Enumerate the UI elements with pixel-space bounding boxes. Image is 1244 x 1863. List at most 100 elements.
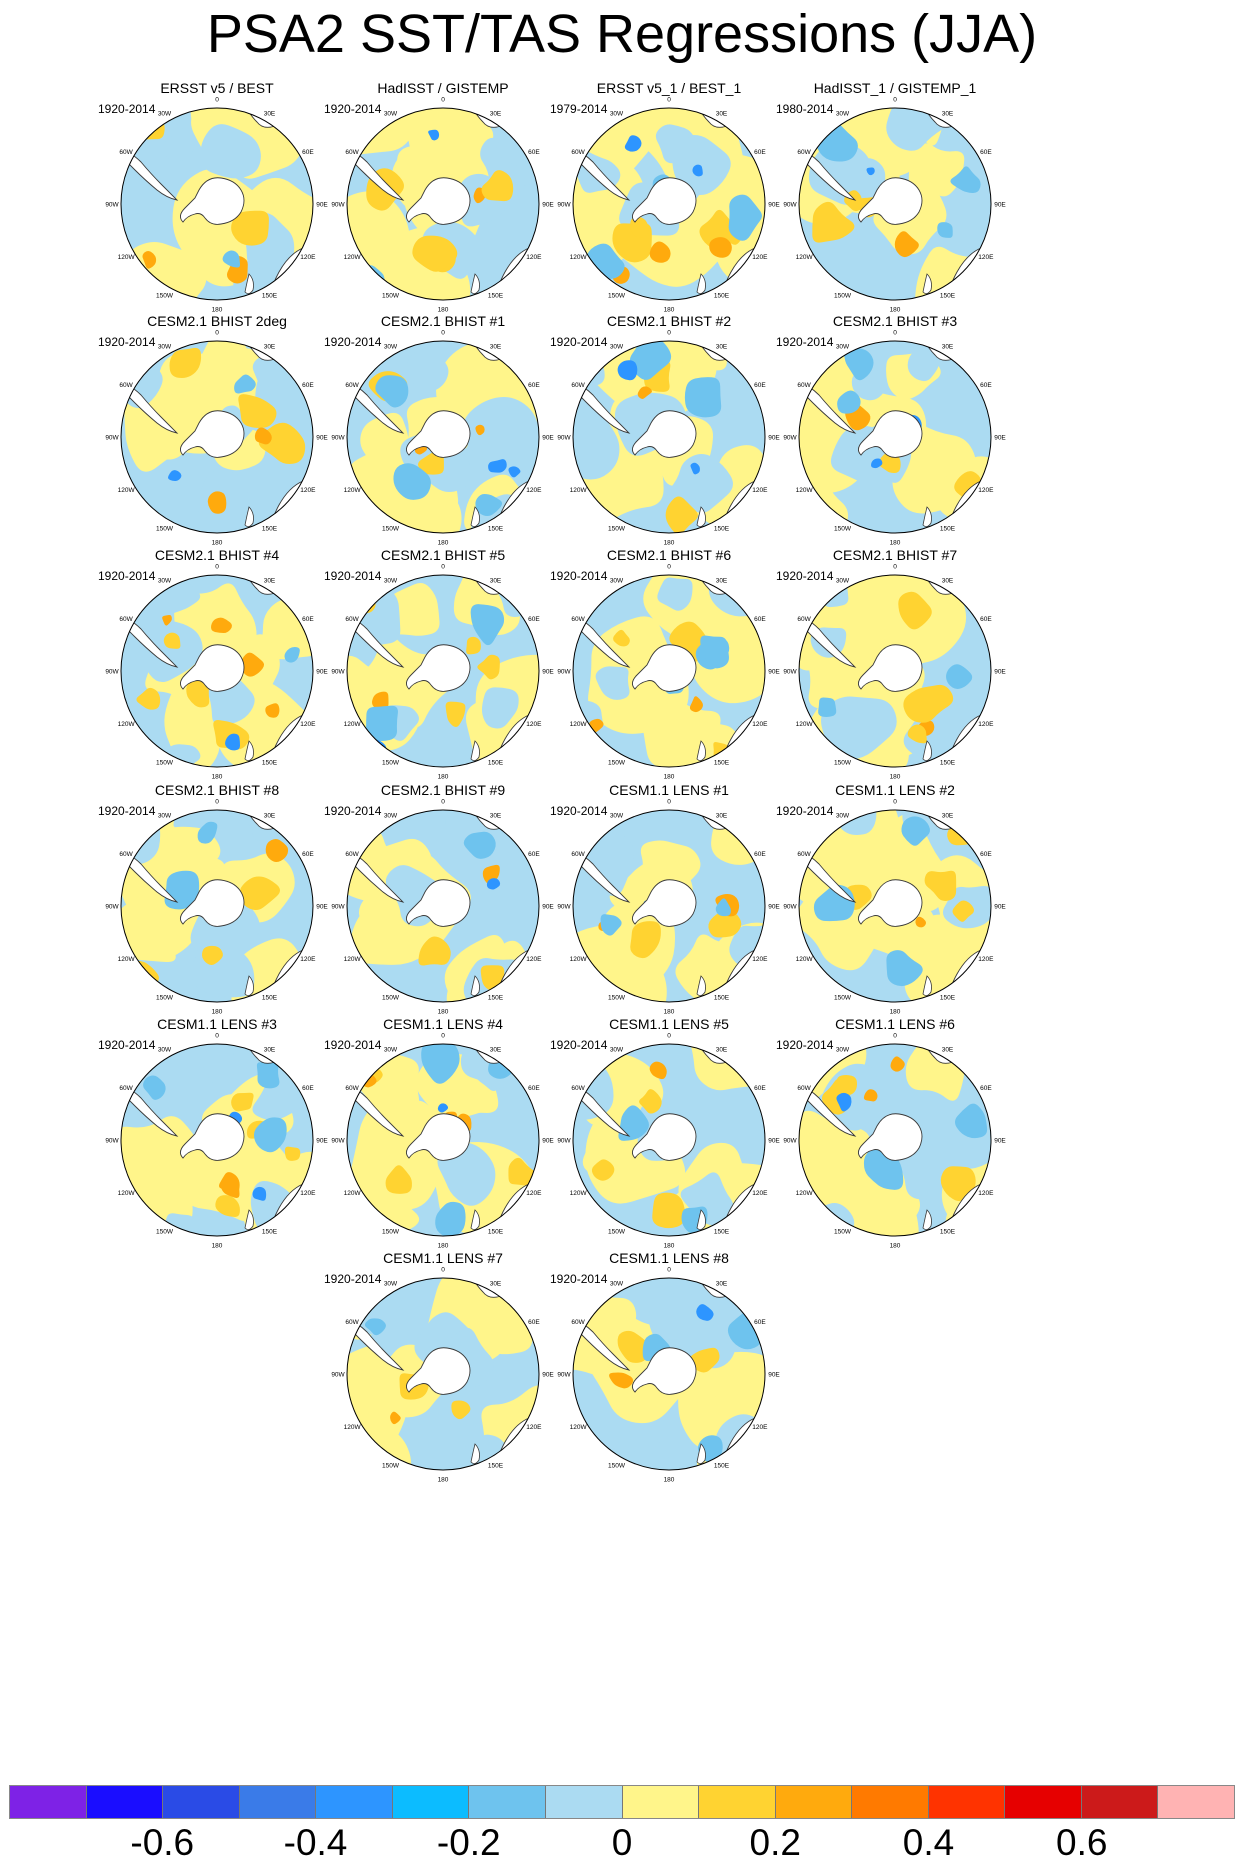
- anomaly-region-positive: [142, 250, 157, 269]
- panel-period: 1920-2014: [776, 804, 834, 818]
- anomaly-region-positive: [163, 632, 181, 649]
- longitude-label: 120E: [526, 1424, 542, 1431]
- longitude-label: 120W: [118, 487, 136, 494]
- map-panel: CESM2.1 BHIST #9 1920-2014 0 30E 60E 90E 120E 1…: [308, 782, 578, 1052]
- panel-title: ERSST v5_1 / BEST_1: [596, 80, 742, 96]
- map-panel: HadISST / GISTEMP 1920-2014 0 30E 60E 90E 120E…: [308, 80, 578, 350]
- colorbar-tick-label: -0.6: [130, 1822, 195, 1863]
- longitude-label: 150E: [488, 759, 504, 766]
- anomaly-region-positive: [466, 636, 481, 655]
- new-zealand-landmass: [244, 506, 254, 527]
- longitude-label: 150E: [262, 292, 278, 299]
- longitude-label: 90W: [783, 1138, 797, 1145]
- longitude-label: 180: [890, 1243, 901, 1250]
- anomaly-region-positive: [609, 1372, 634, 1389]
- anomaly-region-negative: [954, 1103, 988, 1139]
- anomaly-region-negative: [907, 346, 941, 382]
- longitude-label: 60E: [754, 1085, 766, 1092]
- longitude-label: 150E: [940, 292, 956, 299]
- anomaly-region-negative: [595, 666, 630, 700]
- longitude-label: 60W: [797, 616, 811, 623]
- longitude-label: 180: [438, 1477, 449, 1484]
- anomaly-region-negative: [253, 1117, 287, 1153]
- longitude-label: 60W: [345, 1319, 359, 1326]
- longitude-label: 90E: [768, 669, 780, 676]
- longitude-label: 150W: [608, 994, 626, 1001]
- longitude-label: 0: [667, 1267, 671, 1274]
- panel-period: 1920-2014: [324, 804, 382, 818]
- panel-title: CESM1.1 LENS #5: [609, 1016, 729, 1032]
- map-boundary: [346, 1043, 540, 1237]
- anomaly-region-negative: [696, 1304, 714, 1321]
- polar-map: 0 30E 60E 90E 120E 150E 180 150W 120W 90W 60W 30W: [331, 564, 554, 781]
- longitude-label: 60W: [345, 851, 359, 858]
- longitude-label: 150E: [940, 759, 956, 766]
- panel-title: CESM1.1 LENS #2: [835, 782, 955, 798]
- anomaly-region-negative: [481, 687, 519, 729]
- longitude-label: 150E: [488, 292, 504, 299]
- longitude-label: 180: [438, 1243, 449, 1250]
- longitude-label: 60E: [302, 1085, 314, 1092]
- longitude-label: 90W: [105, 1138, 119, 1145]
- map-panel-grid: ERSST v5 / BEST 1920-2014 0 30E 60E 90E 120E 15…: [98, 80, 1030, 1484]
- longitude-label: 30E: [264, 813, 276, 820]
- longitude-label: 150E: [714, 292, 730, 299]
- new-zealand-landmass: [470, 1443, 480, 1464]
- anomaly-region-positive: [136, 687, 161, 710]
- longitude-label: 180: [664, 774, 675, 781]
- panel-title: HadISST_1 / GISTEMP_1: [813, 80, 977, 96]
- antarctica-landmass: [406, 879, 471, 927]
- longitude-label: 60E: [980, 382, 992, 389]
- antarctica-landmass: [406, 177, 471, 225]
- anomaly-region-positive: [207, 491, 227, 514]
- anomaly-region-negative: [142, 620, 203, 683]
- longitude-label: 60W: [797, 382, 811, 389]
- longitude-label: 60E: [980, 851, 992, 858]
- anomaly-region-negative: [163, 128, 194, 162]
- longitude-label: 150E: [714, 759, 730, 766]
- longitude-label: 120E: [752, 721, 768, 728]
- map-boundary: [346, 809, 540, 1003]
- map-panel: CESM1.1 LENS #2 1920-2014 0 30E 60E 90E 120E 15…: [760, 782, 1030, 1052]
- anomaly-region-positive: [591, 1159, 615, 1181]
- polar-map: 0 30E 60E 90E 120E 150E 180 150W 120W 90W 60W 30W: [557, 1267, 780, 1484]
- anomaly-region-positive: [215, 1195, 240, 1217]
- longitude-label: 30E: [264, 344, 276, 351]
- panel-title: CESM2.1 BHIST 2deg: [147, 313, 287, 329]
- map-panel: CESM1.1 LENS #5 1920-2014 0 30E 60E 90E 120E 15…: [534, 1016, 804, 1286]
- south-america-landmass: [573, 1317, 631, 1371]
- longitude-label: 90E: [994, 202, 1006, 209]
- anomaly-region-positive: [451, 1400, 471, 1420]
- anomaly-region-negative: [692, 164, 703, 177]
- longitude-label: 30W: [384, 813, 398, 820]
- anomaly-region-negative: [421, 1044, 460, 1084]
- longitude-label: 180: [438, 1009, 449, 1016]
- polar-map: 0 30E 60E 90E 120E 150E 180 150W 120W 90W 60W 30W: [331, 330, 554, 547]
- panel-title: ERSST v5 / BEST: [160, 80, 274, 96]
- anomaly-region-negative: [488, 459, 507, 473]
- longitude-label: 120E: [978, 254, 994, 261]
- polar-map: 0 30E 60E 90E 120E 150E 180 150W 120W 90W 60W 30W: [331, 1267, 554, 1484]
- longitude-label: 120W: [344, 487, 362, 494]
- south-america-landmass: [347, 614, 405, 668]
- polar-map: 0 30E 60E 90E 120E 150E 180 150W 120W 90W 60W 30W: [105, 330, 328, 547]
- longitude-label: 0: [667, 799, 671, 806]
- longitude-label: 90E: [768, 202, 780, 209]
- longitude-label: 90W: [557, 1138, 571, 1145]
- anomaly-region-positive: [186, 679, 210, 708]
- longitude-label: 90W: [783, 202, 797, 209]
- map-panel: ERSST v5_1 / BEST_1 1979-2014 0 30E 60E 90E 12…: [534, 80, 804, 350]
- map-boundary: [572, 1043, 766, 1237]
- longitude-label: 120W: [344, 254, 362, 261]
- anomaly-region-negative: [700, 635, 729, 669]
- longitude-label: 60E: [980, 616, 992, 623]
- anomaly-region-negative: [946, 664, 973, 689]
- anomaly-region-negative: [200, 1044, 238, 1087]
- longitude-label: 30W: [158, 344, 172, 351]
- anomaly-region-positive: [284, 1146, 301, 1161]
- longitude-label: 90E: [542, 904, 554, 911]
- new-zealand-landmass: [696, 273, 706, 294]
- antarctica-landmass: [180, 1113, 245, 1161]
- longitude-label: 60E: [302, 616, 314, 623]
- anomaly-region-negative: [197, 821, 218, 844]
